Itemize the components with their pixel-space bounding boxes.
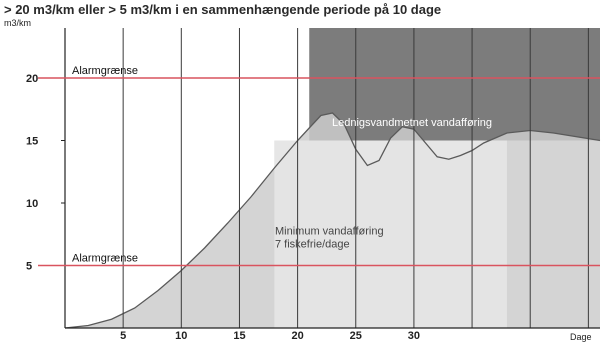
x-tick-label-10: 10 [175,330,187,342]
series-line [64,112,601,329]
x-tick-label-30: 30 [408,330,420,342]
y-tick-label-5: 5 [26,261,32,273]
threshold-label-5: Alarmgrænse [72,253,138,265]
upper-flow-region [309,28,600,141]
x-axis-label: Dage [570,332,592,342]
minimum-flow-overlay [274,140,507,328]
x-tick-label-25: 25 [350,330,362,342]
y-tick-label-10: 10 [26,198,38,210]
x-tick-label-15: 15 [233,330,245,342]
plot-area: 5 10 15 20 5 10 15 20 25 30 Alarmgrænse Alarmgrænse… [26,28,601,342]
minimum-region-label-line-2: 7 fiskefrie/dage [275,238,350,250]
y-unit-label: m3/km [4,18,31,28]
threshold-label-20: Alarmgrænse [72,65,138,77]
y-tick-label-20: 20 [26,73,38,85]
x-tick-label-20: 20 [291,330,303,342]
upper-region-label: Lednigsvandmetnet vandafføring [332,117,492,129]
y-tick-label-15: 15 [26,136,38,148]
chart-title: > 20 m3/km eller > 5 m3/km i en sammenhæ… [4,2,441,17]
minimum-region-label-line-1: Minimum vandafføring [275,225,384,237]
x-tick-label-5: 5 [120,330,126,342]
